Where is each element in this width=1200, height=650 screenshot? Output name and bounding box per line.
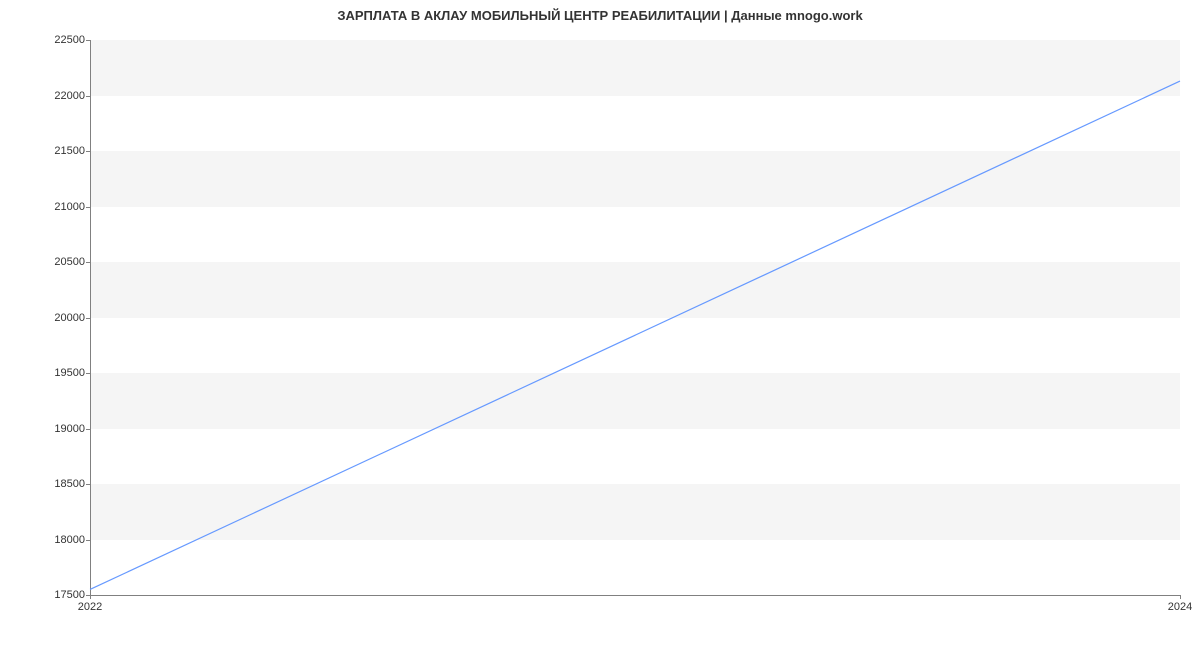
x-tick-mark xyxy=(1180,595,1181,599)
y-tick-label: 18500 xyxy=(45,478,85,490)
line-series xyxy=(90,81,1180,589)
plot-area: 1750018000185001900019500200002050021000… xyxy=(90,40,1180,595)
y-tick-label: 17500 xyxy=(45,589,85,601)
y-tick-label: 19500 xyxy=(45,367,85,379)
y-tick-label: 18000 xyxy=(45,534,85,546)
y-tick-label: 20500 xyxy=(45,256,85,268)
x-tick-label: 2024 xyxy=(1168,601,1192,613)
y-tick-label: 22500 xyxy=(45,34,85,46)
chart-title: ЗАРПЛАТА В АКЛАУ МОБИЛЬНЫЙ ЦЕНТР РЕАБИЛИ… xyxy=(0,8,1200,23)
y-tick-label: 22000 xyxy=(45,90,85,102)
line-series-svg xyxy=(90,40,1180,595)
y-tick-label: 20000 xyxy=(45,312,85,324)
y-tick-label: 19000 xyxy=(45,423,85,435)
x-tick-label: 2022 xyxy=(78,601,102,613)
y-tick-label: 21000 xyxy=(45,201,85,213)
salary-chart: ЗАРПЛАТА В АКЛАУ МОБИЛЬНЫЙ ЦЕНТР РЕАБИЛИ… xyxy=(0,0,1200,650)
x-axis-line xyxy=(90,595,1180,596)
y-tick-label: 21500 xyxy=(45,145,85,157)
